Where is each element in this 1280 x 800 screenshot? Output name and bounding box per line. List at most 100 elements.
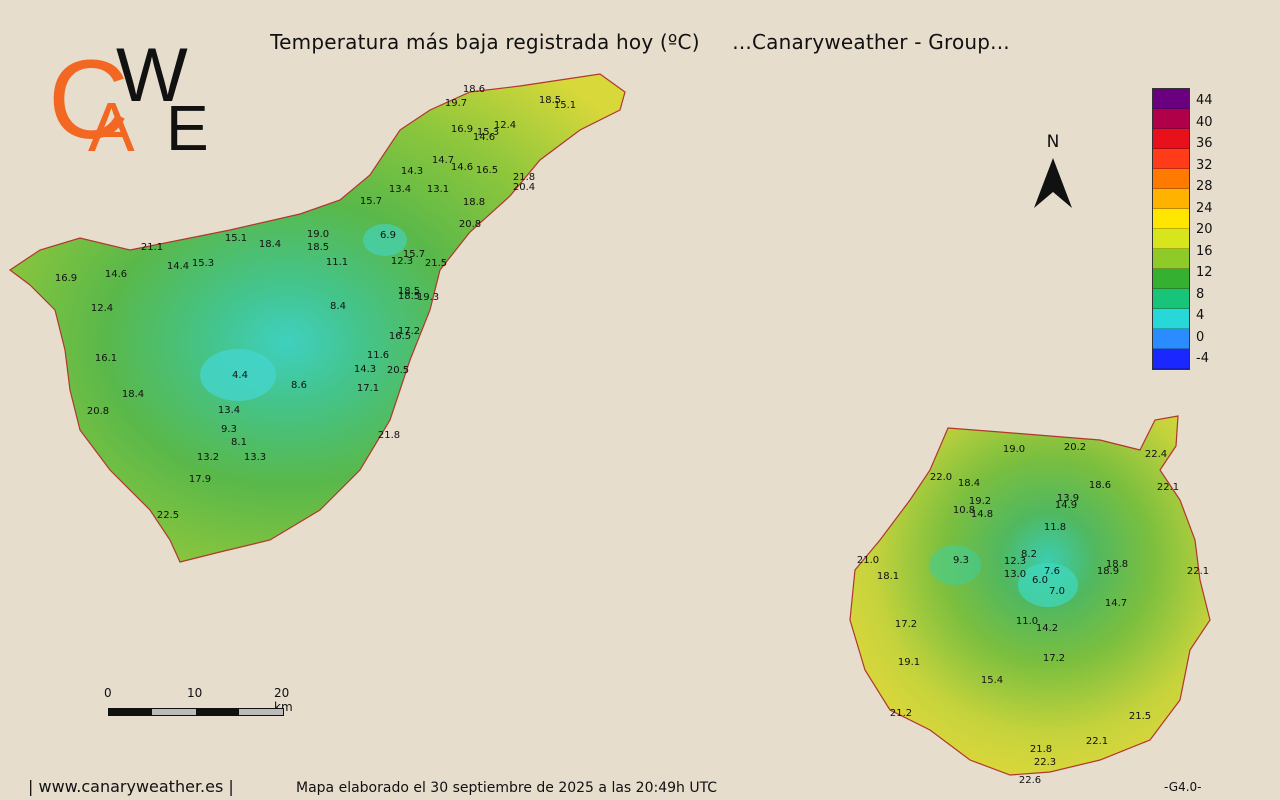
logo-letter-c: C	[48, 37, 129, 162]
legend-band	[1153, 129, 1189, 149]
station-value: 18.9	[1097, 566, 1119, 577]
station-value: 8.4	[330, 301, 346, 312]
station-value: 14.8	[971, 509, 993, 520]
station-value: 15.1	[554, 100, 576, 111]
station-value: 19.1	[898, 657, 920, 668]
station-value: 17.2	[398, 326, 420, 337]
station-value: 12.3	[1004, 556, 1026, 567]
station-value: 11.0	[1016, 616, 1038, 627]
legend-band	[1153, 149, 1189, 169]
website-link[interactable]: | www.canaryweather.es |	[28, 777, 234, 796]
legend-band	[1153, 289, 1189, 309]
station-value: 18.6	[1089, 480, 1111, 491]
station-value: 11.1	[326, 257, 348, 268]
station-value: 19.0	[1003, 444, 1025, 455]
canaryweather-logo: C A W E	[48, 37, 218, 166]
station-value: 16.5	[389, 331, 411, 342]
station-value: 15.7	[403, 249, 425, 260]
station-value: 14.3	[401, 166, 423, 177]
station-value: 15.1	[225, 233, 247, 244]
station-value: 13.4	[389, 184, 411, 195]
station-value: 6.9	[380, 230, 396, 241]
station-value: 13.2	[197, 452, 219, 463]
legend-tick: 12	[1196, 265, 1213, 280]
scale-bar: 0 10 20 km	[100, 686, 300, 726]
legend-tick: 36	[1196, 136, 1213, 151]
station-value: 14.7	[1105, 598, 1127, 609]
station-value: 11.8	[1044, 522, 1066, 533]
legend-color-bar	[1152, 88, 1190, 370]
legend-tick: 20	[1196, 222, 1213, 237]
station-value: 9.3	[953, 555, 969, 566]
legend-tick: -4	[1196, 351, 1209, 366]
station-value: 22.1	[1187, 566, 1209, 577]
station-value: 14.3	[354, 364, 376, 375]
station-value: 14.7	[432, 155, 454, 166]
station-value: 18.6	[463, 84, 485, 95]
scale-segment	[196, 709, 239, 715]
station-value: 18.5	[539, 95, 561, 106]
station-value: 21.8	[513, 172, 535, 183]
station-value: 14.6	[473, 132, 495, 143]
station-value: 16.5	[476, 165, 498, 176]
legend-band	[1153, 169, 1189, 189]
station-value: 21.5	[1129, 711, 1151, 722]
station-value: 12.3	[391, 256, 413, 267]
station-value: 8.2	[1021, 549, 1037, 560]
station-value: 16.9	[55, 273, 77, 284]
group-text: ...Canaryweather - Group...	[732, 30, 1010, 54]
north-arrow: N	[1030, 132, 1076, 214]
legend-band	[1153, 329, 1189, 349]
station-value: 18.5	[398, 291, 420, 302]
legend-tick: 28	[1196, 179, 1213, 194]
station-value: 20.5	[387, 365, 409, 376]
scale-label-0: 0	[104, 686, 112, 700]
legend-tick: 16	[1196, 243, 1213, 259]
station-value: 19.2	[969, 496, 991, 507]
legend-band	[1153, 109, 1189, 129]
station-value: 13.3	[244, 452, 266, 463]
station-value: 19.7	[445, 98, 467, 109]
scale-track	[108, 708, 284, 716]
station-value: 19.3	[417, 292, 439, 303]
station-value: 21.1	[141, 242, 163, 253]
station-value: 17.1	[357, 383, 379, 394]
logo-letter-w: W	[116, 33, 188, 118]
north-arrow-icon	[1034, 158, 1072, 208]
station-value: 17.2	[1043, 653, 1065, 664]
station-value: 22.5	[157, 510, 179, 521]
station-value: 22.3	[1034, 757, 1056, 768]
logo-letter-a: A	[88, 88, 135, 166]
station-value: 20.2	[1064, 442, 1086, 453]
station-value: 14.6	[105, 269, 127, 280]
legend-tick: 0	[1196, 329, 1205, 345]
station-value: 18.4	[259, 239, 281, 250]
title-text: Temperatura más baja registrada hoy (ºC)	[270, 30, 700, 54]
station-value: 18.1	[877, 571, 899, 582]
station-value: 17.2	[895, 619, 917, 630]
station-value: 20.4	[513, 182, 535, 193]
station-value: 21.5	[425, 258, 447, 269]
tenerife-ridge-cold-spot	[363, 224, 407, 256]
station-value: 18.5	[307, 242, 329, 253]
legend-tick: 40	[1196, 114, 1213, 130]
station-value: 18.5	[398, 286, 420, 297]
station-value: 9.3	[221, 424, 237, 435]
station-value: 18.8	[463, 197, 485, 208]
station-value: 8.6	[291, 380, 307, 391]
station-value: 16.9	[451, 124, 473, 135]
station-value: 13.0	[1004, 569, 1026, 580]
station-value: 8.1	[231, 437, 247, 448]
legend-band	[1153, 89, 1189, 109]
station-value: 17.9	[189, 474, 211, 485]
station-value: 13.9	[1057, 493, 1079, 504]
station-value: 18.4	[958, 478, 980, 489]
station-value: 21.8	[378, 430, 400, 441]
station-value: 6.0	[1032, 575, 1048, 586]
legend-ticks: 44 40 36 32 28 24 20 16 12 8 4 0 -4	[1196, 90, 1213, 370]
scale-segment	[239, 709, 283, 715]
legend-band	[1153, 229, 1189, 249]
scale-label-10: 10	[187, 686, 203, 700]
station-value: 13.1	[427, 184, 449, 195]
